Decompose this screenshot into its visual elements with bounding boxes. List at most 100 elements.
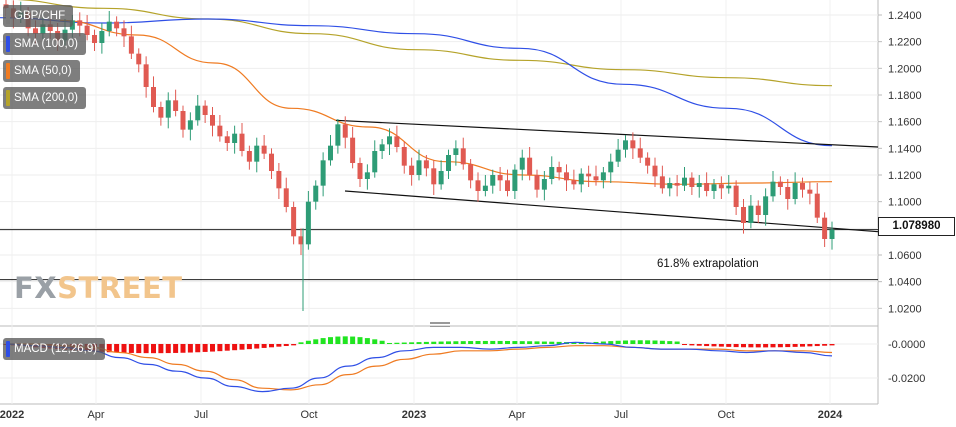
- candle-body: [807, 189, 813, 194]
- macd-histogram-bar: [224, 344, 230, 351]
- candle: [394, 125, 400, 153]
- candle: [711, 178, 717, 199]
- candle-body: [232, 133, 238, 143]
- candle-body: [136, 53, 142, 65]
- macd-histogram-bar: [777, 344, 783, 348]
- macd-histogram-bar: [696, 344, 702, 346]
- macd-histogram-bar: [335, 336, 341, 344]
- candle: [180, 105, 186, 138]
- candle-body: [328, 145, 333, 161]
- candle-body: [387, 136, 392, 145]
- macd-histogram-bar: [637, 340, 643, 344]
- candle-body: [114, 21, 120, 29]
- macd-histogram-bar: [217, 344, 223, 352]
- macd-histogram-bar: [283, 344, 289, 347]
- macd-histogram-bar: [269, 344, 274, 348]
- macd-histogram-bar: [726, 344, 732, 347]
- x-tick-label: 2023: [402, 409, 426, 421]
- macd-line: [5, 341, 833, 393]
- candle-body: [40, 24, 46, 34]
- logo-street: STREET: [57, 271, 183, 305]
- candle: [151, 76, 156, 113]
- candle: [92, 29, 97, 51]
- macd-histogram-bar: [187, 344, 193, 353]
- macd-histogram-bar: [578, 342, 584, 344]
- candle-body: [99, 30, 105, 43]
- macd-histogram-bar: [822, 344, 828, 346]
- candle-body: [718, 184, 724, 189]
- macd-histogram-bar: [136, 344, 142, 354]
- candle: [379, 138, 385, 159]
- candle: [682, 166, 687, 191]
- macd-histogram-bar: [689, 344, 695, 346]
- candle-body: [534, 174, 540, 190]
- macd-histogram-bar: [512, 341, 518, 344]
- candle: [328, 134, 333, 166]
- candle-body: [623, 140, 628, 150]
- candle: [512, 164, 518, 199]
- macd-histogram-bar: [615, 340, 621, 344]
- legend-symbol[interactable]: GBP/CHF: [3, 5, 74, 27]
- legend-sma100-label: SMA (100,0): [14, 38, 78, 50]
- macd-histogram-bar: [210, 344, 215, 352]
- macd-histogram-bar: [741, 344, 746, 348]
- y-tick-label: 1.1400: [888, 143, 922, 155]
- legend-macd[interactable]: MACD (12,26,9): [3, 338, 106, 360]
- candle: [659, 165, 665, 194]
- candle-body: [608, 161, 614, 173]
- candle: [77, 12, 83, 37]
- sma200-line: [16, 0, 833, 87]
- macd-histogram-bar: [401, 342, 407, 344]
- x-tick-label: Oct: [717, 409, 734, 421]
- macd-histogram-bar: [305, 340, 311, 344]
- candle-body: [519, 157, 525, 170]
- candle: [674, 174, 680, 197]
- x-tick-label: Jul: [614, 409, 628, 421]
- candle: [741, 198, 746, 234]
- candle-body: [770, 181, 776, 197]
- candle: [800, 177, 805, 198]
- candle: [423, 154, 429, 177]
- macd-histogram-bar: [180, 344, 186, 353]
- candle-body: [468, 164, 474, 181]
- macd-histogram-bar: [770, 344, 776, 348]
- legend-sma200[interactable]: SMA (200,0): [3, 87, 86, 109]
- candle: [726, 174, 732, 194]
- candle: [261, 134, 267, 159]
- candle: [298, 228, 304, 255]
- candle-body: [475, 180, 481, 191]
- candle-body: [600, 172, 606, 181]
- candle-body: [630, 140, 636, 149]
- candle-body: [659, 176, 665, 189]
- macd-histogram-bar: [239, 344, 245, 350]
- candle-body: [33, 28, 38, 34]
- candle: [527, 146, 533, 181]
- macd-histogram-bar: [748, 344, 754, 348]
- candle-body: [364, 172, 370, 179]
- candle-body: [711, 184, 717, 191]
- candle: [431, 160, 437, 195]
- macd-histogram-bar: [423, 341, 429, 344]
- candle: [357, 157, 363, 187]
- candle-body: [549, 166, 555, 179]
- candle-body: [121, 28, 127, 37]
- candle: [777, 176, 783, 195]
- macd-histogram-bar: [785, 344, 791, 348]
- macd-histogram-bar: [541, 341, 547, 344]
- macd-histogram-bar: [755, 344, 761, 348]
- legend-sma200-label: SMA (200,0): [14, 92, 78, 104]
- macd-histogram-bar: [630, 340, 636, 344]
- candle-body: [173, 100, 179, 111]
- legend-sma50[interactable]: SMA (50,0): [3, 60, 80, 82]
- macd-histogram-bar: [711, 344, 717, 347]
- candle: [468, 158, 474, 189]
- macd-histogram-bar: [556, 341, 562, 344]
- macd-histogram-bar: [623, 340, 628, 344]
- macd-histogram-bar: [350, 336, 356, 344]
- macd-histogram-bar: [807, 344, 813, 347]
- macd-histogram-bar: [659, 340, 665, 344]
- candle: [630, 132, 636, 159]
- candle: [224, 130, 230, 151]
- legend-sma100[interactable]: SMA (100,0): [3, 33, 86, 55]
- candle: [490, 169, 496, 194]
